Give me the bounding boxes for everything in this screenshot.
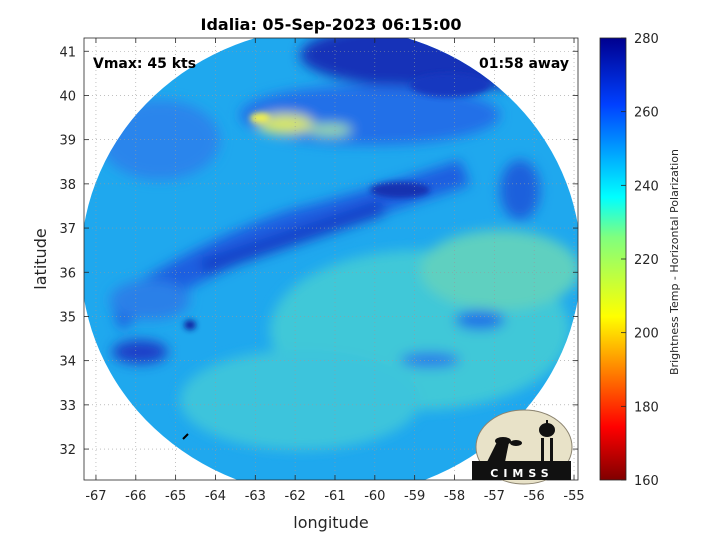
x-axis-ticks: -67 -66 -65 -64 -63 -62 -61 -60 -59 -58 -57 -56 -55 xyxy=(85,38,585,504)
chart-title: Idalia: 05-Sep-2023 06:15:00 xyxy=(200,15,461,34)
y-axis-label: latitude xyxy=(31,228,50,289)
time-away-annotation: 01:58 away xyxy=(479,56,569,72)
x-tick-label: -63 xyxy=(245,489,266,504)
x-tick-label: -55 xyxy=(563,489,584,504)
x-tick-label: -66 xyxy=(125,489,146,504)
x-tick-label: -56 xyxy=(524,489,545,504)
x-tick-label: -58 xyxy=(444,489,465,504)
colorbar: 160 180 200 220 240 260 280 Brightness Temp - … xyxy=(599,32,681,489)
colorbar-tick-label: 260 xyxy=(634,106,659,121)
y-tick-label: 40 xyxy=(59,89,76,104)
y-tick-label: 41 xyxy=(59,45,76,60)
y-axis-ticks: 32 33 34 35 36 37 38 39 40 41 xyxy=(59,45,578,458)
x-tick-label: -67 xyxy=(85,489,106,504)
cimss-logo-text: CIMSS xyxy=(490,467,553,480)
x-tick-label: -57 xyxy=(484,489,505,504)
x-tick-label: -62 xyxy=(285,489,306,504)
x-tick-label: -61 xyxy=(324,489,345,504)
x-tick-label: -60 xyxy=(364,489,385,504)
x-tick-label: -59 xyxy=(404,489,425,504)
colorbar-tick-label: 160 xyxy=(634,474,659,489)
colorbar-tick-label: 220 xyxy=(634,253,659,268)
y-tick-label: 39 xyxy=(59,134,76,149)
plot-frame xyxy=(83,37,579,481)
colorbar-ticks: 160 180 200 220 240 260 280 xyxy=(621,32,659,489)
y-tick-label: 34 xyxy=(59,355,76,370)
y-tick-label: 33 xyxy=(59,399,76,414)
y-tick-label: 37 xyxy=(59,222,76,237)
y-tick-label: 35 xyxy=(59,310,76,325)
grid xyxy=(84,38,578,480)
cimss-logo: CIMSS xyxy=(472,409,573,485)
colorbar-label: Brightness Temp - Horizontal Polarizatio… xyxy=(668,149,681,375)
vmax-annotation: Vmax: 45 kts xyxy=(93,56,196,72)
x-axis-label: longitude xyxy=(293,513,368,532)
colorbar-tick-label: 280 xyxy=(634,32,659,47)
y-tick-label: 36 xyxy=(59,266,76,281)
x-tick-label: -64 xyxy=(205,489,226,504)
colorbar-tick-label: 180 xyxy=(634,400,659,415)
y-tick-label: 32 xyxy=(59,443,76,458)
y-tick-label: 38 xyxy=(59,178,76,193)
colorbar-tick-label: 200 xyxy=(634,327,659,342)
colorbar-tick-label: 240 xyxy=(634,179,659,194)
x-tick-label: -65 xyxy=(165,489,186,504)
